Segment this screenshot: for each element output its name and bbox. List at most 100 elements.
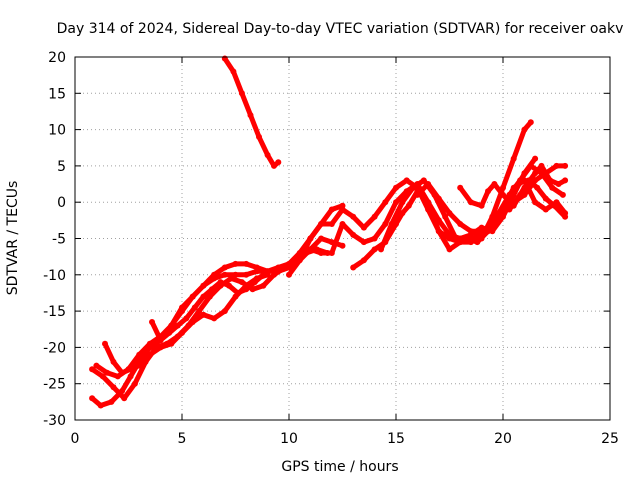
x-tick-label: 15: [387, 431, 405, 447]
data-point: [149, 319, 155, 325]
data-point: [467, 199, 474, 206]
data-point: [179, 304, 185, 311]
data-point: [318, 250, 325, 256]
data-point: [328, 221, 335, 227]
data-point: [339, 242, 346, 249]
data-point: [318, 235, 325, 242]
x-tick-label: 25: [601, 431, 619, 447]
data-point: [179, 329, 185, 336]
data-point: [532, 170, 539, 177]
data-point: [542, 206, 549, 213]
data-point: [446, 210, 453, 217]
data-point: [547, 177, 554, 184]
data-point: [467, 228, 474, 235]
x-tick-label: 10: [280, 431, 298, 447]
data-point: [339, 206, 346, 213]
x-tick-label: 0: [71, 431, 80, 447]
data-point: [230, 68, 237, 75]
data-point: [189, 293, 196, 300]
data-point: [211, 275, 218, 282]
data-point: [457, 221, 464, 227]
ticks: 0 5 10 15 20 25 -30 -25 -20 -15 -10 -5 0 5 10 15 20: [43, 50, 619, 447]
data-point: [232, 260, 239, 267]
data-point: [166, 329, 173, 336]
data-point: [238, 90, 245, 97]
data-point: [378, 246, 384, 253]
data-point: [211, 315, 218, 322]
data-point: [360, 239, 367, 246]
data-point: [191, 304, 198, 311]
data-point: [200, 293, 207, 300]
data-point: [260, 282, 267, 289]
data-point: [405, 202, 412, 209]
data-point: [393, 184, 399, 191]
data-point: [146, 351, 153, 358]
data-point: [307, 235, 314, 242]
data-point: [102, 340, 108, 347]
data-point: [371, 235, 378, 242]
y-tick-label: 20: [48, 50, 66, 66]
data-point: [238, 279, 245, 286]
data-point: [549, 184, 556, 191]
data-point: [89, 395, 96, 402]
y-tick-label: -15: [43, 304, 66, 320]
y-tick-label: 5: [57, 159, 66, 175]
data-point: [243, 260, 250, 267]
data-point: [559, 191, 566, 198]
data-point: [339, 221, 346, 227]
data-point: [318, 221, 325, 227]
y-tick-label: -10: [43, 268, 66, 284]
data-point: [99, 373, 106, 380]
data-point: [200, 311, 207, 318]
data-point: [157, 337, 164, 344]
data-point: [534, 184, 541, 191]
data-point: [136, 362, 143, 369]
data-point: [360, 224, 367, 231]
data-point: [442, 213, 449, 220]
data-point: [221, 271, 228, 278]
data-point: [510, 155, 517, 162]
data-point: [521, 126, 528, 133]
data-point: [251, 279, 258, 286]
data-point: [452, 235, 459, 242]
data-point: [136, 351, 143, 358]
x-axis-label: GPS time / hours: [281, 459, 398, 475]
data-point: [104, 369, 111, 376]
data-point: [435, 228, 442, 235]
data-point: [114, 373, 121, 380]
data-point: [97, 402, 104, 409]
data-point: [264, 271, 271, 278]
data-point: [350, 264, 357, 271]
y-tick-label: -25: [43, 377, 66, 393]
data-point: [414, 191, 421, 198]
data-point: [260, 271, 267, 278]
data-point: [183, 315, 190, 322]
data-point: [538, 162, 545, 169]
data-point: [403, 177, 410, 184]
data-point: [532, 155, 539, 162]
data-point: [217, 279, 224, 286]
data-point: [478, 228, 485, 235]
data-point: [350, 231, 357, 238]
data-point: [121, 395, 128, 402]
data-point: [89, 366, 96, 373]
data-point: [296, 257, 303, 264]
series-sat-m: [457, 162, 569, 209]
data-point: [399, 199, 406, 206]
data-point: [110, 384, 117, 391]
data-point: [388, 221, 395, 227]
y-tick-label: -5: [52, 232, 66, 248]
data-point: [271, 162, 277, 169]
data-point: [221, 264, 228, 271]
data-point: [551, 202, 558, 209]
data-point: [200, 282, 207, 289]
data-point: [234, 289, 241, 296]
data-point: [256, 133, 262, 140]
data-point: [232, 271, 239, 278]
data-point: [146, 340, 153, 347]
data-point: [127, 373, 134, 380]
data-point: [328, 206, 335, 213]
y-tick-label: 0: [57, 195, 66, 211]
data-point: [457, 184, 464, 191]
data-point: [500, 206, 506, 213]
